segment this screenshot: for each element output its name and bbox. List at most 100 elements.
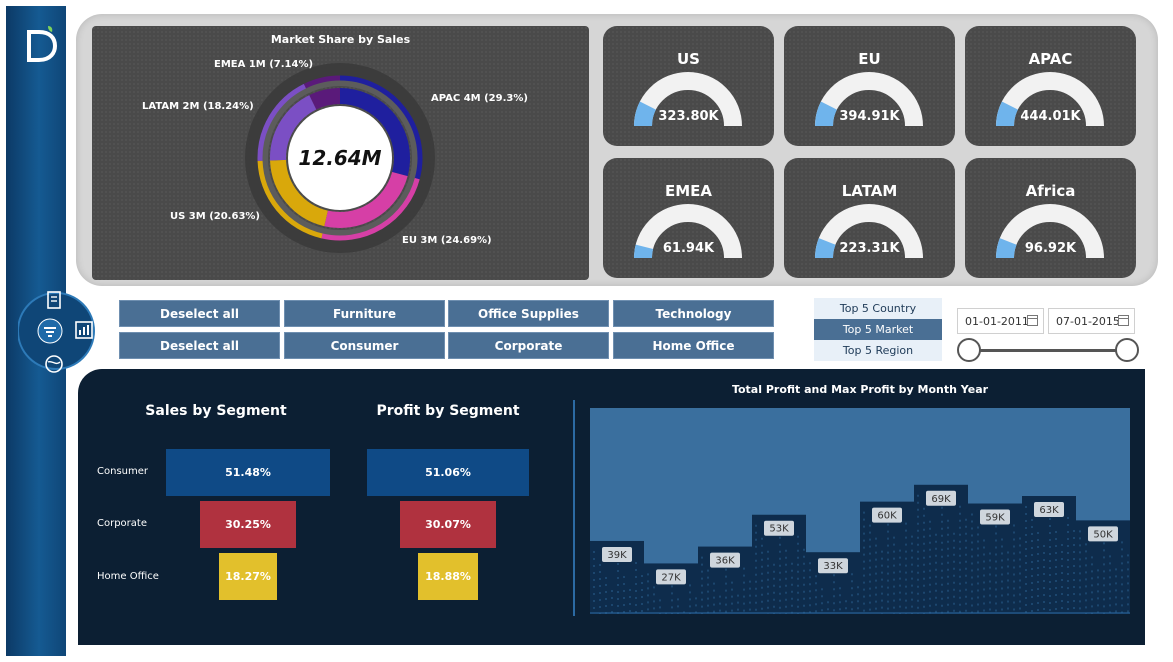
profit-area-chart: 39K 27K 36K 53K 33K 60K 69K 59K 63K 50K <box>590 408 1130 614</box>
donut-ring-us <box>257 160 323 239</box>
donut-ring-latam <box>257 83 307 161</box>
gauge-name: Africa <box>1025 182 1076 200</box>
segment-filter-button[interactable]: Corporate <box>448 332 609 359</box>
gauge-value: 61.94K <box>662 241 715 256</box>
donut-ring-emea <box>303 75 341 89</box>
data-label-box <box>656 569 686 585</box>
profit-segment-bar: 51.06% <box>366 449 530 496</box>
donut-label-latam: LATAM 2M (18.24%) <box>142 101 254 112</box>
date-slider-end-handle[interactable] <box>1115 338 1139 362</box>
donut-arc-us <box>270 159 329 227</box>
gauge-fill <box>634 101 657 127</box>
data-label-box <box>1034 502 1064 518</box>
panel-divider <box>573 400 575 616</box>
data-label: 59K <box>985 513 1005 524</box>
donut-ring-apac <box>339 75 423 180</box>
donut-ring-eu <box>321 178 420 241</box>
gauge-name: LATAM <box>841 182 898 200</box>
data-label: 63K <box>1039 505 1059 516</box>
category-filter-button[interactable]: Deselect all <box>119 300 280 327</box>
sales-segment-title: Sales by Segment <box>145 403 287 419</box>
gauge-fill <box>996 238 1017 259</box>
logo-icon <box>27 26 58 62</box>
chart-icon[interactable] <box>74 318 96 340</box>
calendar-icon[interactable] <box>1027 315 1038 326</box>
gauge-value: 323.80K <box>658 109 719 124</box>
start-date-input[interactable]: 01-01-2011 <box>957 308 1044 334</box>
gauge-name: EU <box>858 50 881 68</box>
gauge-fill <box>815 238 836 259</box>
data-label: 53K <box>769 524 789 535</box>
gauge-value: 96.92K <box>1024 241 1077 256</box>
donut-arc-latam <box>270 95 317 161</box>
gauge-fill <box>996 101 1019 127</box>
donut-label-apac: APAC 4M (29.3%) <box>431 93 528 104</box>
category-filter-button[interactable]: Furniture <box>284 300 445 327</box>
segment-label-corporate: Corporate <box>97 518 147 529</box>
donut-arc-apac <box>339 88 410 177</box>
profit-segment-bar: 18.88% <box>417 553 479 600</box>
sales-segment-bar: 51.48% <box>166 449 330 496</box>
sales-segment-bar: 30.25% <box>199 501 297 548</box>
report-icon[interactable] <box>44 286 66 308</box>
category-filter-button[interactable]: Office Supplies <box>448 300 609 327</box>
data-label-box <box>872 507 902 523</box>
date-slider-start-handle[interactable] <box>957 338 981 362</box>
data-label-box <box>980 509 1010 525</box>
gauge-arc <box>815 204 923 259</box>
data-label: 27K <box>661 572 681 583</box>
donut-center-value: 12.64M <box>298 146 382 170</box>
top-list: Top 5 Country Top 5 Market Top 5 Region <box>814 298 942 361</box>
data-label-box <box>710 552 740 568</box>
gauge-value: 444.01K <box>1020 109 1081 124</box>
donut-label-us: US 3M (20.63%) <box>170 211 260 222</box>
data-label: 36K <box>715 556 735 567</box>
area-chart-title: Total Profit and Max Profit by Month Yea… <box>731 383 989 396</box>
profit-segment-bar: 30.07% <box>400 501 496 548</box>
gauge-name: US <box>677 50 700 68</box>
gauge-arc <box>996 72 1104 127</box>
start-date-text: 01-01-2011 <box>965 314 1029 328</box>
data-label-box <box>926 490 956 506</box>
gauge-card-emea: EMEA 61.94K <box>603 158 774 278</box>
data-label-box <box>764 520 794 536</box>
globe-icon[interactable] <box>42 352 64 374</box>
gauge-value: 394.91K <box>839 109 900 124</box>
segment-filter-button[interactable]: Home Office <box>613 332 774 359</box>
donut-chart <box>245 63 435 253</box>
top-list-region[interactable]: Top 5 Region <box>814 340 942 361</box>
gauge-value: 223.31K <box>839 241 900 256</box>
end-date-input[interactable]: 07-01-2015 <box>1048 308 1135 334</box>
gauge-card-apac: APAC 444.01K <box>965 26 1136 146</box>
gauge-arc <box>996 204 1104 259</box>
nav-wheel <box>18 291 95 373</box>
gauge-arc <box>815 72 923 127</box>
segment-filter-button[interactable]: Deselect all <box>119 332 280 359</box>
gauge-card-us: US 323.80K <box>603 26 774 146</box>
category-filter-button[interactable]: Technology <box>613 300 774 327</box>
segment-filter-button[interactable]: Consumer <box>284 332 445 359</box>
data-label: 50K <box>1093 529 1113 540</box>
top-list-market[interactable]: Top 5 Market <box>814 319 942 340</box>
data-label: 69K <box>931 494 951 505</box>
calendar-icon[interactable] <box>1118 315 1129 326</box>
top-list-country[interactable]: Top 5 Country <box>814 298 942 319</box>
data-label-box <box>602 546 632 562</box>
end-date-text: 07-01-2015 <box>1056 314 1120 328</box>
segment-label-home-office: Home Office <box>97 571 159 582</box>
gauge-fill <box>815 101 838 127</box>
donut-title: Market Share by Sales <box>270 33 411 46</box>
gauge-name: EMEA <box>664 182 713 200</box>
data-label-box <box>1088 526 1118 542</box>
filter-icon[interactable] <box>38 317 64 343</box>
data-label: 33K <box>823 561 843 572</box>
profit-step-6 <box>914 484 968 614</box>
donut-label-emea: EMEA 1M (7.14%) <box>214 59 314 70</box>
gauge-arc <box>634 204 742 259</box>
date-slider-track[interactable] <box>968 349 1126 352</box>
data-label: 60K <box>877 511 897 522</box>
market-share-card: Market Share by Sales 12.64M EMEA 1M (7.… <box>92 26 589 280</box>
sales-segment-bar: 18.27% <box>218 553 278 600</box>
segment-label-consumer: Consumer <box>97 466 148 477</box>
data-label: 39K <box>607 550 627 561</box>
